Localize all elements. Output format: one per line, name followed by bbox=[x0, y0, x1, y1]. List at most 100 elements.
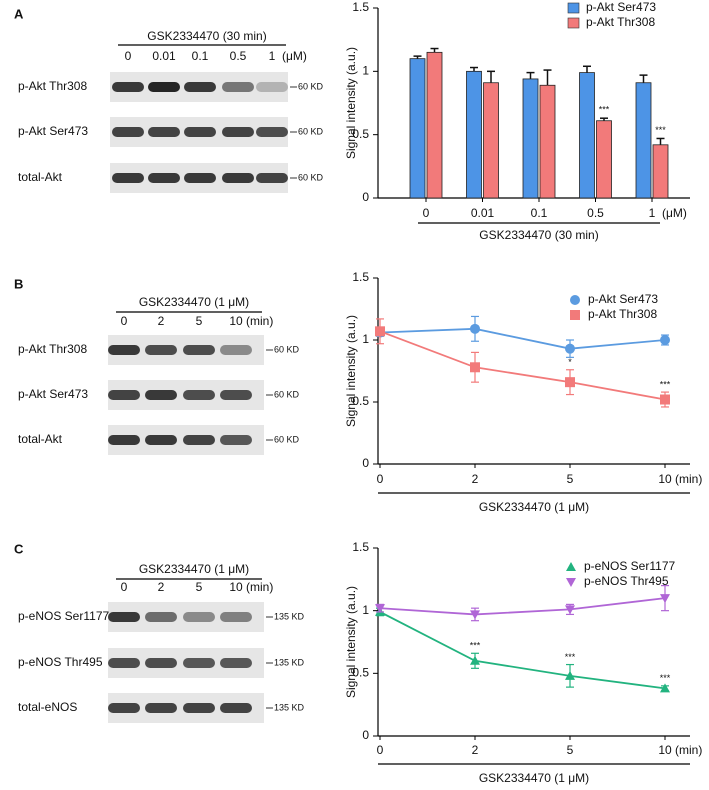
point bbox=[375, 326, 385, 337]
blot-band bbox=[145, 390, 177, 400]
size-marker: 135 KD bbox=[274, 657, 305, 667]
line bbox=[379, 327, 666, 350]
x-axis-label: GSK2334470 (30 min) bbox=[479, 228, 598, 242]
x-tick-label: 5 bbox=[567, 472, 574, 486]
row-label: p-Akt Thr308 bbox=[18, 79, 87, 93]
y-tick-label: 1.5 bbox=[352, 540, 369, 554]
size-marker: 135 KD bbox=[274, 611, 305, 621]
blot-band bbox=[112, 173, 144, 183]
blot-band bbox=[183, 612, 215, 622]
blot-band bbox=[145, 345, 177, 355]
panel-label: C bbox=[14, 541, 24, 556]
y-tick-label: 1 bbox=[362, 332, 369, 346]
legend-label: p-Akt Ser473 bbox=[588, 292, 658, 306]
significance: *** bbox=[470, 641, 481, 651]
legend-label: p-Akt Thr308 bbox=[588, 307, 657, 321]
point bbox=[565, 670, 575, 680]
blot-band bbox=[112, 82, 144, 92]
point bbox=[565, 605, 575, 615]
blot-band bbox=[220, 658, 252, 668]
significance: *** bbox=[660, 379, 671, 389]
blot-band bbox=[183, 345, 215, 355]
significance: *** bbox=[599, 105, 610, 115]
row-label: p-eNOS Ser1177 bbox=[18, 609, 109, 623]
lane-label: 1 bbox=[269, 49, 276, 63]
legend-swatch bbox=[570, 295, 580, 305]
significance: *** bbox=[660, 673, 671, 683]
x-unit: (μM) bbox=[662, 206, 687, 220]
blot-band bbox=[220, 345, 252, 355]
lane-label: 10 bbox=[229, 580, 243, 594]
significance: *** bbox=[565, 652, 576, 662]
blot-band bbox=[184, 173, 216, 183]
size-marker: 135 KD bbox=[274, 702, 305, 712]
y-tick-label: 0 bbox=[362, 190, 369, 204]
y-tick-label: 1.5 bbox=[352, 270, 369, 284]
blot-band bbox=[108, 345, 140, 355]
x-tick-label: 0.1 bbox=[531, 206, 548, 220]
legend-swatch bbox=[566, 578, 576, 587]
x-unit: (min) bbox=[675, 743, 702, 757]
size-marker: 60 KD bbox=[298, 172, 324, 182]
x-unit: (min) bbox=[675, 472, 702, 486]
size-marker: 60 KD bbox=[298, 126, 324, 136]
blot-band bbox=[222, 82, 254, 92]
bar bbox=[596, 120, 612, 199]
bar bbox=[466, 70, 482, 199]
size-marker: 60 KD bbox=[274, 434, 300, 444]
lane-label: 0 bbox=[125, 49, 132, 63]
legend-label: p-Akt Thr308 bbox=[586, 15, 655, 29]
bar bbox=[652, 144, 669, 199]
bar bbox=[522, 78, 539, 199]
row-label: total-eNOS bbox=[18, 700, 77, 714]
y-tick-label: 1 bbox=[362, 603, 369, 617]
lane-label: 0.1 bbox=[192, 49, 209, 63]
bar bbox=[579, 72, 595, 199]
blot-band bbox=[220, 390, 252, 400]
x-tick-label: 0 bbox=[423, 206, 430, 220]
point bbox=[565, 343, 575, 354]
legend-label: p-eNOS Thr495 bbox=[584, 574, 669, 588]
blot-band bbox=[108, 612, 140, 622]
point bbox=[470, 610, 480, 620]
blot-band bbox=[108, 658, 140, 668]
x-tick-label: 5 bbox=[567, 743, 574, 757]
size-marker: 60 KD bbox=[298, 81, 324, 91]
x-axis-label: GSK2334470 (1 μM) bbox=[479, 771, 589, 785]
blot-band bbox=[148, 127, 180, 137]
point bbox=[470, 655, 480, 665]
blot-band bbox=[145, 612, 177, 622]
lane-label: 0.5 bbox=[230, 49, 247, 63]
point bbox=[660, 335, 670, 345]
bar bbox=[539, 84, 556, 199]
row-label: total-Akt bbox=[18, 170, 63, 184]
blot-band bbox=[112, 127, 144, 137]
point bbox=[660, 594, 670, 604]
y-tick-label: 0.5 bbox=[352, 127, 369, 141]
panel-label: A bbox=[14, 6, 24, 21]
row-label: p-Akt Ser473 bbox=[18, 124, 88, 138]
x-tick-label: 0 bbox=[377, 743, 384, 757]
blot-band bbox=[256, 173, 288, 183]
x-tick-label: 0.01 bbox=[471, 206, 495, 220]
blot-band bbox=[183, 435, 215, 445]
row-label: p-Akt Thr308 bbox=[18, 342, 87, 356]
legend-swatch bbox=[567, 2, 580, 14]
point bbox=[565, 377, 575, 388]
x-tick-label: 2 bbox=[472, 472, 479, 486]
panel-label: B bbox=[14, 276, 23, 291]
x-tick-label: 0 bbox=[377, 472, 384, 486]
lane-unit: (min) bbox=[246, 580, 273, 594]
lane-label: 5 bbox=[196, 314, 203, 328]
blot-band bbox=[220, 612, 252, 622]
blot-band bbox=[108, 703, 140, 713]
y-axis-label: Signal intensity (a.u.) bbox=[344, 47, 358, 159]
treatment-label: GSK2334470 (1 μM) bbox=[139, 562, 249, 576]
x-axis-label: GSK2334470 (1 μM) bbox=[479, 500, 589, 514]
y-tick-label: 0 bbox=[362, 728, 369, 742]
legend-label: p-Akt Ser473 bbox=[586, 0, 656, 14]
x-tick-label: 0.5 bbox=[587, 206, 604, 220]
lane-label: 5 bbox=[196, 580, 203, 594]
y-axis-label: Signal intensity (a.u.) bbox=[344, 586, 358, 698]
